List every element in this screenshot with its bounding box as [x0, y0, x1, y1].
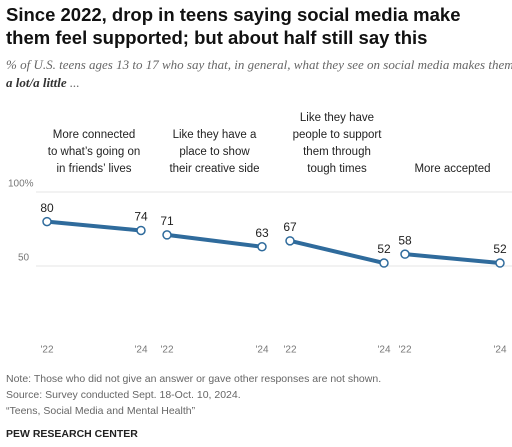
value-label: 52 — [377, 242, 391, 256]
x-tick-label: '22 — [160, 345, 173, 356]
value-label: 58 — [398, 233, 412, 247]
subtitle-text: % of U.S. teens ages 13 to 17 who say th… — [6, 57, 512, 72]
data-point — [379, 258, 389, 268]
chart: 100% 50 More connected to what’s going on in… — [8, 112, 512, 356]
panel-title: place to show — [179, 146, 250, 158]
x-tick-label: '22 — [40, 345, 53, 356]
note-line: Source: Survey conducted Sept. 18-Oct. 1… — [6, 389, 241, 401]
chart-title: Since 2022, drop in teens saying social … — [6, 4, 461, 48]
value-label: 63 — [255, 226, 269, 240]
data-point — [285, 236, 295, 246]
subtitle: % of U.S. teens ages 13 to 17 who say th… — [6, 56, 512, 92]
series-line — [166, 232, 263, 249]
x-tick-label: '24 — [255, 345, 268, 356]
y-tick-label: 100% — [8, 179, 34, 190]
value-label: 80 — [40, 201, 54, 215]
x-tick-label: '22 — [283, 345, 296, 356]
series-line — [289, 238, 385, 265]
value-label: 52 — [493, 242, 507, 256]
panel-title: More connected — [53, 129, 135, 141]
footer: PEW RESEARCH CENTER — [6, 428, 138, 440]
note-line: “Teens, Social Media and Mental Health” — [6, 405, 196, 417]
x-tick-label: '22 — [398, 345, 411, 356]
subtitle-bold: a lot/a little — [6, 75, 67, 90]
notes: Note: Those who did not give an answer o… — [6, 371, 381, 419]
panel-title: to what’s going on — [48, 146, 141, 158]
panel-title: them through — [303, 146, 371, 158]
x-tick-label: '24 — [493, 345, 506, 356]
note-line: Note: Those who did not give an answer o… — [6, 373, 382, 385]
panel-title: tough times — [307, 163, 367, 175]
series-line — [46, 219, 142, 233]
panel-title: people to support — [293, 129, 383, 141]
data-point — [495, 258, 505, 268]
panel-title: Like they have — [300, 112, 374, 124]
data-point — [257, 242, 267, 252]
value-label: 74 — [134, 210, 148, 224]
y-tick-label: 50 — [18, 253, 30, 264]
panel-title: More accepted — [414, 163, 490, 175]
panel-title: their creative side — [169, 163, 259, 175]
data-point — [136, 225, 146, 236]
value-label: 67 — [283, 220, 297, 234]
data-point — [42, 216, 52, 227]
data-point — [162, 230, 172, 240]
subtitle-text: ... — [66, 75, 80, 90]
x-tick-label: '24 — [134, 345, 147, 356]
panel-title: Like they have a — [173, 129, 257, 141]
x-tick-label: '24 — [377, 345, 390, 356]
value-label: 71 — [160, 214, 174, 228]
data-point — [400, 249, 410, 259]
series-line — [404, 252, 501, 266]
panel-title: in friends’ lives — [57, 163, 132, 175]
